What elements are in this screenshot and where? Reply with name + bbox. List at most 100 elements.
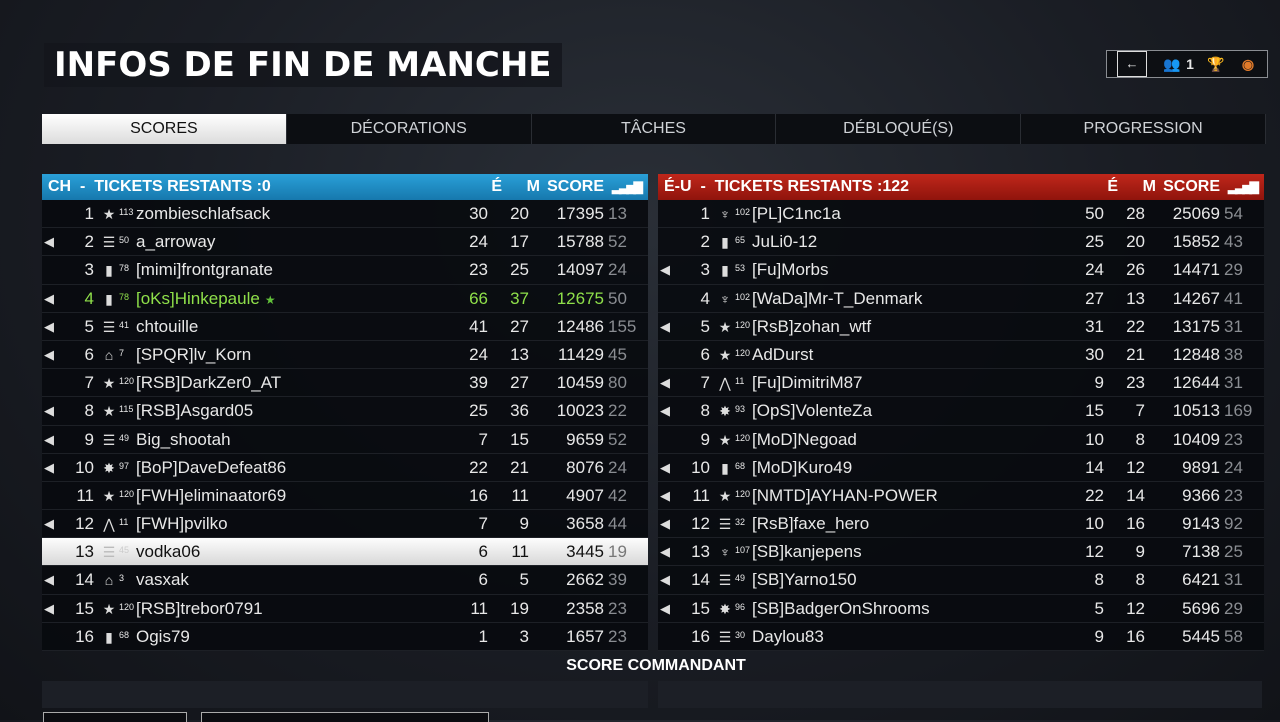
player-row[interactable]: 3 ▮ 78 [mimi]frontgranate 23 25 14097 24: [42, 256, 648, 285]
player-name[interactable]: [BoP]DaveDefeat86: [136, 454, 286, 482]
player-row[interactable]: 13 ☰ 45 vodka06 6 11 3445 19: [42, 538, 648, 567]
player-deaths: 7: [1135, 401, 1145, 421]
player-name[interactable]: [RSB]trebor0791: [136, 595, 263, 623]
tab-tches[interactable]: TÂCHES: [532, 114, 777, 144]
player-level: 97: [119, 460, 130, 471]
player-name[interactable]: vodka06: [136, 538, 200, 566]
player-kills: 24: [1085, 260, 1104, 280]
player-name[interactable]: JuLi0-12: [752, 228, 817, 256]
player-row[interactable]: ◀ 14 ⌂ 3 vasxak 6 5 2662 39: [42, 566, 648, 595]
score-column-header[interactable]: SCORE: [547, 178, 604, 195]
player-level: 120: [735, 319, 751, 330]
player-name[interactable]: [SB]Yarno150: [752, 566, 857, 594]
player-name[interactable]: Ogis79: [136, 623, 190, 651]
player-row[interactable]: 16 ▮ 68 Ogis79 1 3 1657 23: [42, 622, 648, 651]
player-name[interactable]: [OpS]VolenteZa: [752, 397, 872, 425]
player-row[interactable]: 1 ★ 113 zombieschlafsack 30 20 17395 13: [42, 200, 648, 229]
player-name[interactable]: chtouille: [136, 313, 198, 341]
player-name[interactable]: [NMTD]AYHAN-POWER: [752, 482, 938, 510]
player-name[interactable]: [FWH]pvilko: [136, 510, 228, 538]
player-name[interactable]: [RSB]Asgard05: [136, 397, 253, 425]
player-deaths: 15: [510, 429, 529, 449]
player-name[interactable]: [PL]C1nc1a: [752, 200, 841, 228]
exit-icon[interactable]: ←: [1117, 51, 1147, 77]
player-level: 78: [119, 263, 130, 274]
tab-scores[interactable]: SCORES: [42, 114, 287, 144]
player-row[interactable]: ◀ 12 ⋀ 11 [FWH]pvilko 7 9 3658 44: [42, 510, 648, 539]
player-name[interactable]: [mimi]frontgranate: [136, 256, 273, 284]
player-row[interactable]: ◀ 3 ▮ 53 [Fu]Morbs 24 26 14471 29: [658, 256, 1264, 285]
player-row[interactable]: 16 ☰ 30 Daylou83 9 16 5445 58: [658, 622, 1264, 651]
rank-bar-icon: ▮: [105, 290, 113, 307]
trophy-icon[interactable]: 🏆: [1207, 55, 1225, 72]
player-row[interactable]: ◀ 10 ▮ 68 [MoD]Kuro49 14 12 9891 24: [658, 453, 1264, 482]
player-name[interactable]: Big_shootah: [136, 426, 231, 454]
player-name[interactable]: AdDurst: [752, 341, 813, 369]
player-deaths: 12: [1126, 457, 1145, 477]
globe-icon[interactable]: ◉: [1241, 55, 1255, 72]
player-name-text: Ogis79: [136, 626, 190, 646]
deaths-column-header[interactable]: M: [1142, 178, 1156, 195]
player-row[interactable]: 2 ▮ 65 JuLi0-12 25 20 15852 43: [658, 228, 1264, 257]
rank-bar-icon: ▮: [105, 262, 113, 279]
player-name[interactable]: vasxak: [136, 566, 189, 594]
player-level: 120: [735, 432, 751, 443]
player-name[interactable]: [MoD]Kuro49: [752, 454, 852, 482]
speaker-icon: ◀: [44, 403, 54, 419]
tab-progression[interactable]: PROGRESSION: [1021, 114, 1266, 144]
player-row[interactable]: ◀ 4 ▮ 78 [oKs]Hinkepaule ★ 66 37 12675 50: [42, 284, 648, 314]
player-row[interactable]: 11 ★ 120 [FWH]eliminaator69 16 11 4907 42: [42, 481, 648, 511]
player-name[interactable]: [oKs]Hinkepaule ★: [136, 285, 276, 314]
player-row[interactable]: 4 ♆ 102 [WaDa]Mr-T_Denmark 27 13 14267 41: [658, 284, 1264, 313]
player-name[interactable]: Daylou83: [752, 623, 824, 651]
player-name[interactable]: [Fu]Morbs: [752, 256, 829, 284]
player-name[interactable]: [RSB]DarkZer0_AT: [136, 369, 281, 397]
player-score: 9143: [1182, 514, 1220, 534]
player-row[interactable]: 7 ★ 120 [RSB]DarkZer0_AT 39 27 10459 80: [42, 369, 648, 398]
squad-icon[interactable]: 👥: [1163, 55, 1181, 72]
player-name[interactable]: [RsB]zohan_wtf: [752, 313, 871, 341]
player-name[interactable]: [FWH]eliminaator69: [136, 482, 286, 510]
score-column-header[interactable]: SCORE: [1163, 178, 1220, 195]
player-name[interactable]: [MoD]Negoad: [752, 426, 857, 454]
player-name[interactable]: a_arroway: [136, 228, 215, 256]
player-name[interactable]: zombieschlafsack: [136, 200, 270, 228]
player-name[interactable]: [SPQR]lv_Korn: [136, 341, 251, 369]
bottom-button-1[interactable]: [43, 712, 187, 722]
player-row[interactable]: ◀ 5 ☰ 41 chtouille 41 27 12486 155: [42, 312, 648, 341]
player-row[interactable]: ◀ 15 ✸ 96 [SB]BadgerOnShrooms 5 12 5696 29: [658, 594, 1264, 623]
tab-dbloqus[interactable]: DÉBLOQUÉ(S): [776, 114, 1022, 144]
player-row[interactable]: ◀ 7 ⋀ 11 [Fu]DimitriM87 9 23 12644 31: [658, 369, 1264, 398]
player-name[interactable]: [WaDa]Mr-T_Denmark: [752, 285, 922, 313]
player-deaths: 8: [1135, 570, 1145, 590]
player-row[interactable]: ◀ 2 ☰ 50 a_arroway 24 17 15788 52: [42, 228, 648, 257]
player-row[interactable]: 9 ★ 120 [MoD]Negoad 10 8 10409 23: [658, 425, 1264, 454]
speaker-icon: ◀: [44, 600, 54, 616]
player-row[interactable]: ◀ 5 ★ 120 [RsB]zohan_wtf 31 22 13175 31: [658, 312, 1264, 341]
player-row[interactable]: ◀ 15 ★ 120 [RSB]trebor0791 11 19 2358 23: [42, 594, 648, 623]
player-name[interactable]: [RsB]faxe_hero: [752, 510, 869, 538]
player-name[interactable]: [SB]kanjepens: [752, 538, 862, 566]
player-row[interactable]: ◀ 6 ⌂ 7 [SPQR]lv_Korn 24 13 11429 45: [42, 340, 648, 370]
player-ping: 155: [608, 316, 637, 336]
player-row[interactable]: ◀ 9 ☰ 49 Big_shootah 7 15 9659 52: [42, 425, 648, 454]
tab-dcorations[interactable]: DÉCORATIONS: [287, 114, 532, 144]
player-name[interactable]: [Fu]DimitriM87: [752, 369, 863, 397]
bottom-button-2[interactable]: [201, 712, 489, 722]
player-row[interactable]: ◀ 8 ✸ 93 [OpS]VolenteZa 15 7 10513 169: [658, 397, 1264, 426]
player-row[interactable]: ◀ 11 ★ 120 [NMTD]AYHAN-POWER 22 14 9366 23: [658, 481, 1264, 511]
player-row[interactable]: 6 ★ 120 AdDurst 30 21 12848 38: [658, 340, 1264, 370]
player-row[interactable]: ◀ 12 ☰ 32 [RsB]faxe_hero 10 16 9143 92: [658, 510, 1264, 539]
kills-column-header[interactable]: É: [1107, 178, 1118, 195]
player-row[interactable]: ◀ 10 ✸ 97 [BoP]DaveDefeat86 22 21 8076 24: [42, 453, 648, 482]
player-ping: 13: [608, 204, 627, 223]
deaths-column-header[interactable]: M: [526, 178, 540, 195]
player-row[interactable]: ◀ 8 ★ 115 [RSB]Asgard05 25 36 10023 22: [42, 397, 648, 426]
player-row[interactable]: ◀ 13 ♆ 107 [SB]kanjepens 12 9 7138 25: [658, 538, 1264, 567]
player-name[interactable]: [SB]BadgerOnShrooms: [752, 595, 930, 623]
player-level: 45: [119, 545, 130, 556]
kills-column-header[interactable]: É: [491, 178, 502, 195]
player-row[interactable]: ◀ 14 ☰ 49 [SB]Yarno150 8 8 6421 31: [658, 566, 1264, 595]
player-row[interactable]: 1 ♆ 102 [PL]C1nc1a 50 28 25069 54: [658, 200, 1264, 229]
player-position: 4: [84, 288, 94, 308]
